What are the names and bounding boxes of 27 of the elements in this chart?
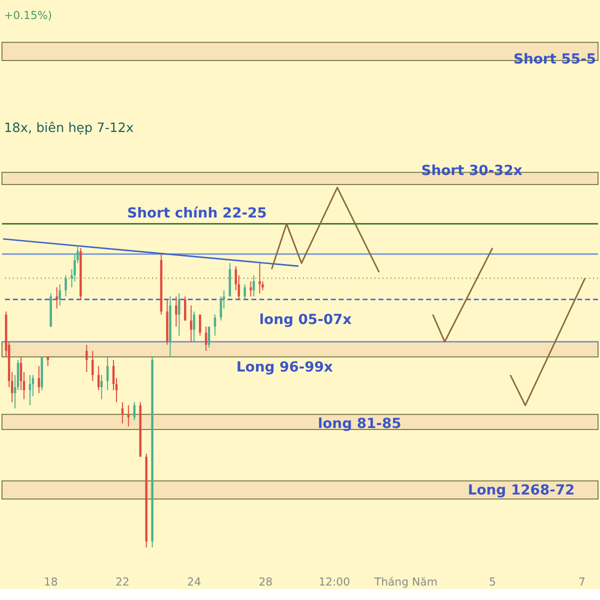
x-tick-label: 22 [116,576,130,589]
candlestick [178,292,180,336]
candlestick [64,274,67,297]
x-tick-label: Tháng Năm [373,576,438,589]
x-tick-label: 5 [488,576,496,589]
candlestick [86,344,88,373]
text: +0.15%) [4,8,52,22]
candlestick [252,274,255,297]
x-tick-label: 7 [578,576,586,589]
x-tick-label: 28 [258,576,273,589]
candlestick [250,280,252,297]
x-tick-label: 24 [187,576,202,589]
candlestick [258,262,261,294]
annotation: Long 1268-72 [468,482,575,499]
candlestick [204,326,208,352]
annotation: Long 96-99x [236,359,333,376]
candlestick [175,296,178,328]
candlestick [244,284,246,300]
x-tick-label: 18 [44,576,58,589]
annotation: long 05-07x [259,312,352,328]
annotation: long 81-85 [318,416,402,432]
candlestick [58,284,61,306]
text: 18x, biên hẹp 7-12x [4,121,134,136]
text: Short chính 22-25 [127,206,267,222]
candlestick [208,326,210,348]
candlestick [56,286,58,310]
x-tick-label: 12:00 [318,576,350,589]
